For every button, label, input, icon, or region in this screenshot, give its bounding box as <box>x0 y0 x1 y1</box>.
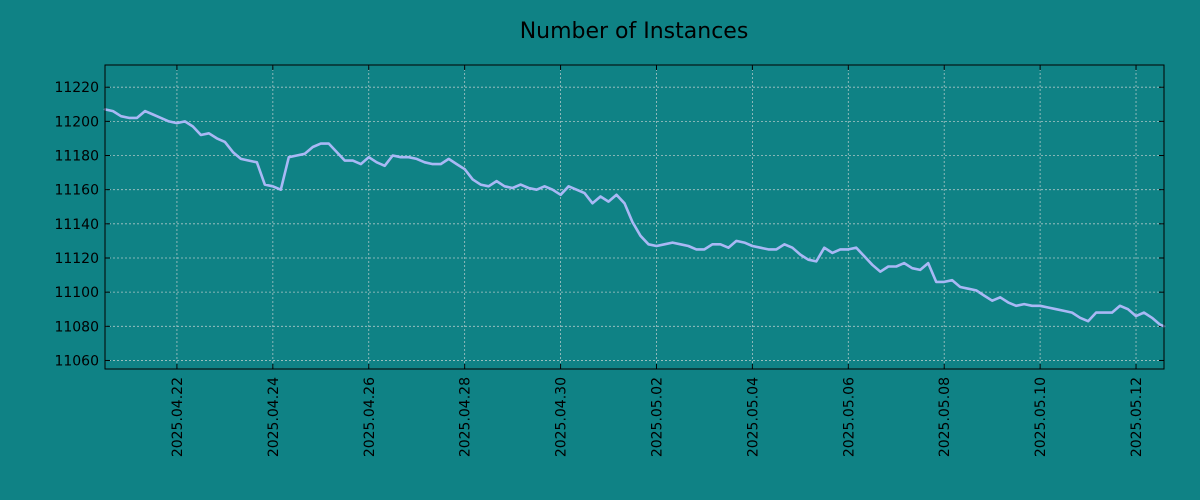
y-tick-label: 11120 <box>54 251 99 267</box>
x-tick-label: 2025.04.30 <box>554 377 570 457</box>
x-tick-label: 2025.05.12 <box>1129 377 1145 457</box>
grid-layer <box>105 65 1164 369</box>
y-tick-label: 11200 <box>54 114 99 130</box>
x-tick-label: 2025.05.06 <box>841 377 857 457</box>
y-tick-label: 11220 <box>54 80 99 96</box>
x-tick-label: 2025.04.26 <box>362 377 378 457</box>
x-tick-label: 2025.05.08 <box>937 377 953 457</box>
y-tick-label: 11180 <box>54 149 99 165</box>
y-tick-label: 11160 <box>54 183 99 199</box>
x-tick-label: 2025.05.02 <box>649 377 665 457</box>
series-line <box>103 108 1166 328</box>
x-tick-label: 2025.04.22 <box>170 377 186 457</box>
x-tick-label: 2025.05.10 <box>1033 377 1049 457</box>
chart-title: Number of Instances <box>520 19 749 44</box>
plot-frame <box>104 64 1165 370</box>
y-tick-label: 11080 <box>54 319 99 335</box>
x-tick-label: 2025.05.04 <box>745 377 761 457</box>
x-tick-label: 2025.04.28 <box>458 377 474 457</box>
y-tick-label: 11100 <box>54 285 99 301</box>
series-layer <box>103 108 1166 328</box>
y-tick-label: 11060 <box>54 353 99 369</box>
x-tick-label: 2025.04.24 <box>266 377 282 457</box>
axes-layer: 11060 11080 11100 11120 11140 11160 11180 11200… <box>54 65 1164 457</box>
y-tick-label: 11140 <box>54 217 99 233</box>
